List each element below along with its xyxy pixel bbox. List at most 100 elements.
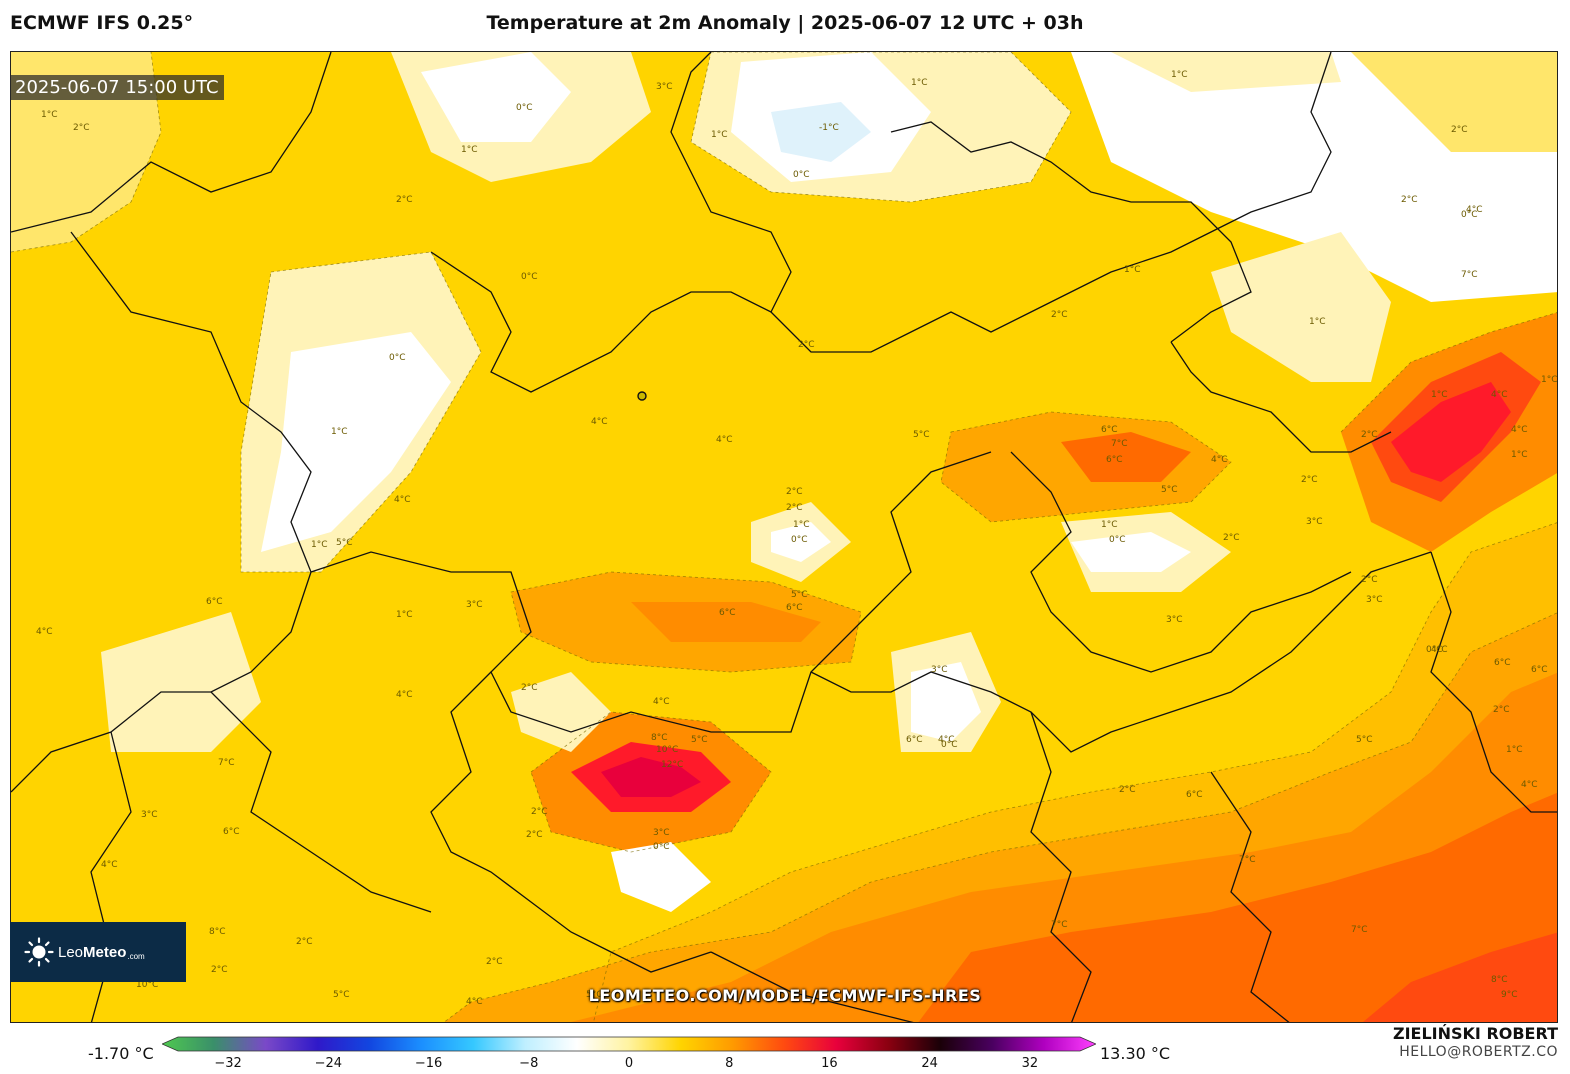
contour-label: 2°C xyxy=(486,957,503,967)
contour-label: 4°C xyxy=(1521,780,1538,790)
southwest-1c xyxy=(101,612,261,752)
northcentral-minus1c xyxy=(771,102,871,162)
colorbar-tick-label: 8 xyxy=(725,1056,734,1071)
contour-label: 6°C xyxy=(1106,455,1123,465)
contour-label: 2°C xyxy=(1051,310,1068,320)
contour-label: 5°C xyxy=(913,430,930,440)
contour-label: 4°C xyxy=(1466,205,1483,215)
country-borders xyxy=(11,52,1557,1022)
contour-label: 0°C xyxy=(516,103,533,113)
contour-label: 0°C xyxy=(941,740,958,750)
contour-label: 4°C xyxy=(466,997,483,1007)
contour-label: 2°C xyxy=(1223,533,1240,543)
colorbar-tick-label: −24 xyxy=(314,1056,343,1071)
contour-label: 4°C xyxy=(1491,390,1508,400)
northwest-2c xyxy=(11,52,161,252)
station-marker-icon[interactable] xyxy=(637,391,647,401)
contour-label: 8°C xyxy=(651,733,668,743)
map-layers: 1°C 2°C 0°C 1°C 2°C 3°C 1°C -1°C 0°C 1°C 1°C 2°C 0°C… xyxy=(11,52,1558,1022)
contour-label: 0°C xyxy=(389,353,406,363)
field-8c xyxy=(1363,932,1557,1022)
contour-label: 1°C xyxy=(1171,70,1188,80)
colorbar-tick-label: 16 xyxy=(821,1056,838,1071)
contour-label: 10°C xyxy=(136,980,158,990)
contour-label: 2°C xyxy=(786,503,803,513)
contour-label: 4°C xyxy=(1211,455,1228,465)
field-7c xyxy=(918,792,1557,1022)
contour-label: 3°C xyxy=(1366,595,1383,605)
contour-label: 8°C xyxy=(1491,975,1508,985)
contour-label: 4°C xyxy=(101,860,118,870)
contour-label: 5°C xyxy=(691,735,708,745)
contour-label: 3°C xyxy=(141,810,158,820)
contour-label: 6°C xyxy=(906,735,923,745)
contour-label: 7°C xyxy=(1051,920,1068,930)
contour-label: 6°C xyxy=(206,597,223,607)
contour-label: 2°C xyxy=(526,830,543,840)
contour-label: 1°C xyxy=(911,78,928,88)
contour-label: 0°C xyxy=(1461,210,1478,220)
contour-label: 6°C xyxy=(1531,665,1548,675)
contour-label: 2°C xyxy=(1451,125,1468,135)
contour-lines xyxy=(11,52,1557,1022)
contour-label: 5°C xyxy=(586,990,603,1000)
north-0c xyxy=(421,52,571,142)
colorbar xyxy=(162,1036,1096,1052)
contour-label: 4°C xyxy=(716,435,733,445)
contour-label: 1°C xyxy=(311,540,328,550)
contour-label: 7°C xyxy=(218,758,235,768)
contour-label: 3°C xyxy=(931,665,948,675)
contour-label: -1°C xyxy=(819,123,839,133)
west-0c xyxy=(261,332,451,552)
contour-label: 9°C xyxy=(1501,990,1518,1000)
contour-label: 1°C xyxy=(1541,375,1558,385)
contour-label: 3°C xyxy=(656,82,673,92)
contour-label: 1°C xyxy=(1309,317,1326,327)
contour-label: 2°C xyxy=(1301,475,1318,485)
northeast-2c xyxy=(1351,52,1557,152)
contour-label: 2°C xyxy=(798,340,815,350)
colorbar-tick-label: −16 xyxy=(414,1056,443,1071)
east-hotspot-10c xyxy=(1391,382,1511,482)
southwest-central-1c xyxy=(511,672,611,752)
contour-label: 3°C xyxy=(1166,615,1183,625)
contour-label: 4°C xyxy=(1511,425,1528,435)
contour-label: 0°C xyxy=(791,535,808,545)
contour-label: 4°C xyxy=(938,735,955,745)
south-0c xyxy=(611,842,711,912)
south-hotspot-12c xyxy=(601,757,701,797)
contour-label: 5°C xyxy=(333,990,350,1000)
contour-label: 0°C xyxy=(653,842,670,852)
contour-label: 4°C xyxy=(653,697,670,707)
contour-label: 1°C xyxy=(1511,450,1528,460)
contour-label: 6°C xyxy=(223,827,240,837)
contour-label: 2°C xyxy=(531,807,548,817)
contour-label: 6°C xyxy=(1494,658,1511,668)
anomaly-map[interactable]: 1°C 2°C 0°C 1°C 2°C 3°C 1°C -1°C 0°C 1°C 1°C 2°C 0°C… xyxy=(10,51,1558,1023)
contour-label: 2°C xyxy=(296,937,313,947)
contour-label: 3°C xyxy=(1306,517,1323,527)
contour-label: 1°C xyxy=(41,110,58,120)
contour-label: 6°C xyxy=(1101,425,1118,435)
leometeo-logo[interactable]: LeoMeteo.com xyxy=(10,922,186,982)
contour-label: 4°C xyxy=(591,417,608,427)
northeast-1c xyxy=(1111,52,1341,92)
contour-label: 2°C xyxy=(786,487,803,497)
contour-label: 1°C xyxy=(1506,745,1523,755)
contour-label: 1°C xyxy=(793,520,810,530)
contour-label: 10°C xyxy=(656,745,678,755)
contour-label: 0°C xyxy=(1109,535,1126,545)
contour-label: 6°C xyxy=(1186,790,1203,800)
contour-label: 0°C xyxy=(1426,645,1443,655)
contour-label: 4°C xyxy=(1431,645,1448,655)
author-email[interactable]: HELLO@ROBERTZ.CO xyxy=(1399,1044,1558,1060)
contour-label: 2°C xyxy=(396,195,413,205)
central-0c xyxy=(1071,532,1191,572)
colorbar-tick-label: −8 xyxy=(519,1056,539,1071)
colorbar-tick-label: −32 xyxy=(214,1056,242,1071)
contour-label: 7°C xyxy=(1461,270,1478,280)
contour-label: 4°C xyxy=(394,495,411,505)
contour-label: 1°C xyxy=(1101,520,1118,530)
contour-label: 2°C xyxy=(1401,195,1418,205)
contour-label: 3°C xyxy=(466,600,483,610)
